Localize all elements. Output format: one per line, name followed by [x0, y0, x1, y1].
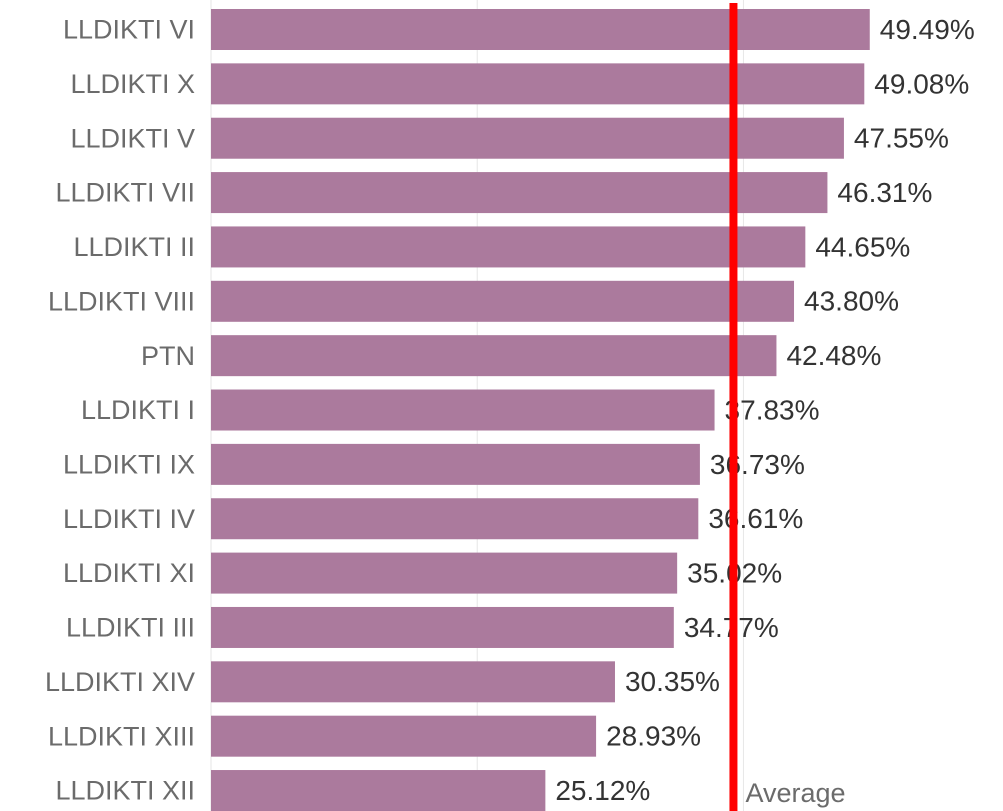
value-label: 49.08%: [874, 68, 969, 99]
bar: [211, 335, 777, 377]
value-label: 47.55%: [854, 123, 949, 154]
value-label: 42.48%: [786, 340, 881, 371]
y-tick-label: LLDIKTI V: [70, 123, 195, 153]
bar: [211, 715, 597, 757]
value-label: 37.83%: [725, 394, 820, 425]
bar: [211, 9, 870, 50]
y-tick-label: LLDIKTI IX: [63, 450, 195, 480]
value-label: 30.35%: [625, 666, 720, 697]
y-tick-label: LLDIKTI XI: [63, 558, 195, 588]
bar: [211, 552, 678, 594]
bar: [211, 498, 699, 540]
value-label: 49.49%: [880, 14, 975, 45]
y-tick-label: LLDIKTI III: [66, 613, 195, 643]
average-label: Average: [745, 778, 845, 808]
y-tick-label: LLDIKTI VIII: [48, 286, 195, 316]
bar: [211, 606, 674, 648]
bar: [211, 172, 828, 214]
y-tick-label: LLDIKTI XII: [55, 776, 195, 806]
value-label: 43.80%: [804, 286, 899, 317]
y-tick-label: LLDIKTI XIV: [45, 667, 195, 697]
y-tick-label: LLDIKTI X: [70, 69, 195, 99]
y-tick-label: LLDIKTI II: [73, 232, 195, 262]
bar: [211, 117, 844, 159]
y-tick-label: LLDIKTI I: [81, 395, 195, 425]
y-tick-label: LLDIKTI IV: [63, 504, 195, 534]
bar: [211, 280, 795, 322]
value-label: 44.65%: [815, 231, 910, 262]
bar: [211, 770, 546, 811]
y-tick-label: LLDIKTI VII: [55, 178, 195, 208]
value-label: 36.61%: [708, 503, 803, 534]
bar: [211, 389, 715, 431]
value-label: 28.93%: [606, 721, 701, 752]
y-tick-label: LLDIKTI VI: [63, 15, 195, 45]
value-label: 36.73%: [710, 449, 805, 480]
bar: [211, 661, 615, 703]
y-tick-label: PTN: [141, 341, 195, 371]
value-label: 46.31%: [837, 177, 932, 208]
y-tick-label: LLDIKTI XIII: [48, 721, 195, 751]
bar: [211, 226, 806, 268]
bar: [211, 63, 865, 105]
value-label: 25.12%: [555, 775, 650, 806]
bar: [211, 443, 700, 485]
